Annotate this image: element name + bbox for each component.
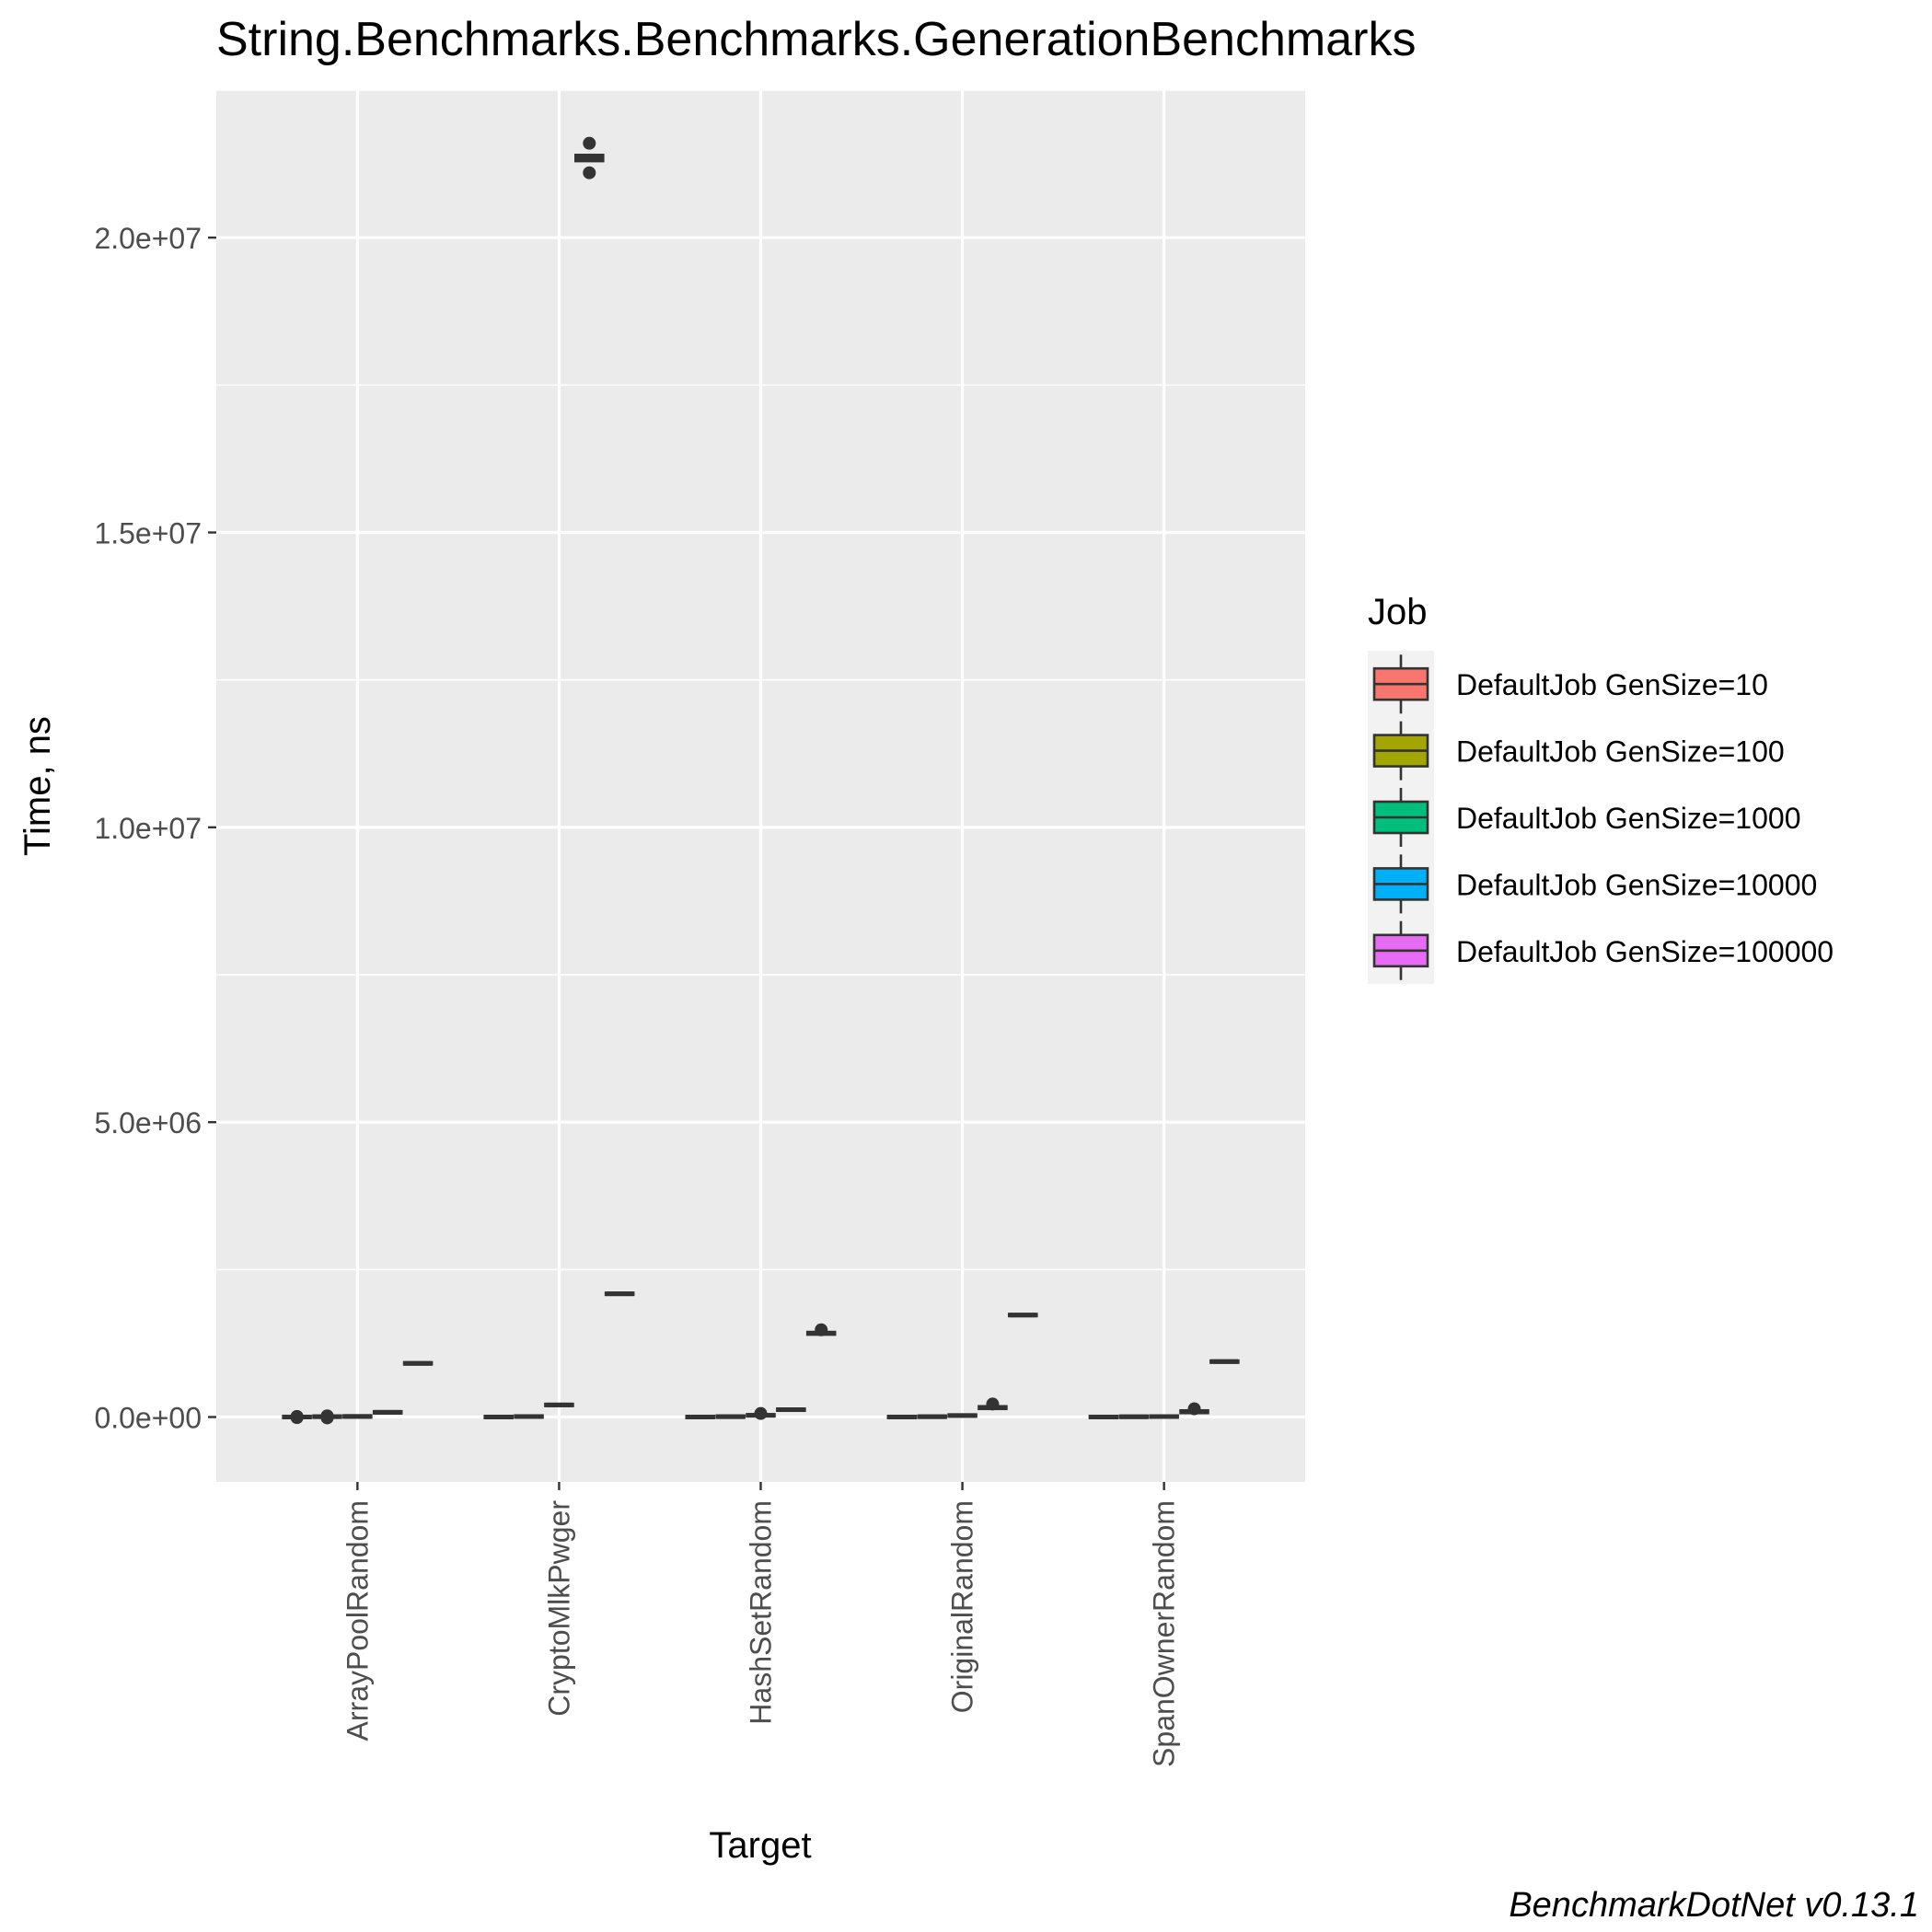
x-axis: ArrayPoolRandom CryptoMlkPwger HashSetRand… xyxy=(341,1482,1181,1767)
x-axis-label: Target xyxy=(709,1825,811,1866)
legend-label: DefaultJob GenSize=10000 xyxy=(1456,868,1817,901)
x-tick-label: OriginalRandom xyxy=(946,1500,979,1713)
legend-label: DefaultJob GenSize=100 xyxy=(1456,735,1785,769)
legend-label: DefaultJob GenSize=10 xyxy=(1456,668,1768,701)
y-tick-label: 2.0e+07 xyxy=(94,222,202,255)
outlier-point xyxy=(754,1406,768,1420)
y-tick-label: 1.5e+07 xyxy=(94,517,202,550)
y-tick-label: 1.0e+07 xyxy=(94,812,202,845)
legend-title: Job xyxy=(1368,592,1428,632)
outlier-point xyxy=(815,1323,828,1336)
y-tick-label: 5.0e+06 xyxy=(94,1106,202,1140)
caption: BenchmarkDotNet v0.13.1 xyxy=(1509,1886,1919,1925)
outlier-point xyxy=(1187,1402,1201,1416)
y-axis: 0.0e+00 5.0e+06 1.0e+07 1.5e+07 2.0e+07 xyxy=(94,222,216,1435)
outlier-point xyxy=(583,166,596,179)
legend: DefaultJob GenSize=10 DefaultJob GenSize=… xyxy=(1372,654,1834,980)
legend-label: DefaultJob GenSize=1000 xyxy=(1456,802,1800,835)
outlier-point xyxy=(986,1397,1000,1411)
outlier-point xyxy=(583,136,596,150)
outlier-point xyxy=(320,1411,334,1425)
y-tick-label: 0.0e+00 xyxy=(94,1402,202,1435)
y-axis-label: Time, ns xyxy=(17,716,58,856)
x-tick-label: HashSetRandom xyxy=(745,1500,778,1725)
chart-title: String.Benchmarks.Benchmarks.GenerationB… xyxy=(216,13,1416,66)
x-tick-label: ArrayPoolRandom xyxy=(341,1500,374,1741)
legend-label: DefaultJob GenSize=100000 xyxy=(1456,935,1834,968)
box-marks xyxy=(282,136,1240,1425)
x-tick-label: SpanOwnerRandom xyxy=(1148,1500,1181,1767)
outlier-point xyxy=(290,1411,304,1425)
grid-lines xyxy=(216,89,1305,1482)
x-tick-label: CryptoMlkPwger xyxy=(542,1500,575,1717)
